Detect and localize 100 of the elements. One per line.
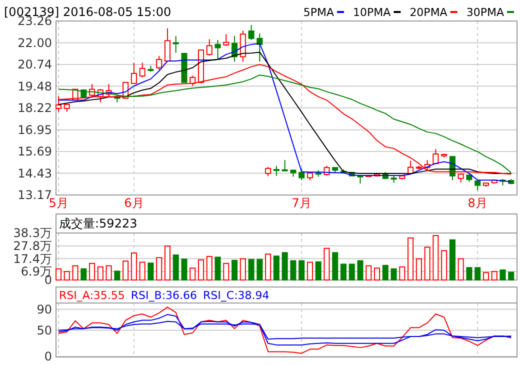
candlestick xyxy=(240,30,246,62)
x-tick-label: 7月 xyxy=(292,196,312,210)
bar xyxy=(148,262,154,280)
bar xyxy=(80,268,87,280)
bar xyxy=(357,260,364,280)
y-tick-label: 22.00 xyxy=(18,36,52,50)
bar xyxy=(374,268,380,280)
bar xyxy=(256,259,263,280)
y-tick-label: 15.69 xyxy=(18,144,52,159)
candlestick xyxy=(139,62,146,78)
candlestick xyxy=(130,62,137,84)
y-tick-label: 19.48 xyxy=(18,79,52,94)
candlestick xyxy=(265,166,272,177)
y-tick-label: 90 xyxy=(36,302,52,316)
y-tick-label: 38.3万 xyxy=(13,226,52,240)
legend-label: 5PMA xyxy=(303,6,334,19)
bar xyxy=(366,265,372,280)
bar xyxy=(306,262,313,280)
bar xyxy=(97,266,104,280)
bar xyxy=(491,271,498,280)
bar xyxy=(390,268,397,280)
bar xyxy=(265,254,272,280)
bar xyxy=(466,267,472,280)
bar xyxy=(106,265,112,280)
bar xyxy=(432,235,439,280)
bar xyxy=(232,260,238,280)
bar xyxy=(190,268,196,280)
bar xyxy=(416,258,422,280)
bar xyxy=(482,272,489,280)
series-label: RSI_B:36.66 xyxy=(130,288,198,302)
bar xyxy=(441,250,448,280)
bar xyxy=(198,259,204,280)
bar xyxy=(340,264,347,280)
candlestick xyxy=(282,159,288,172)
bar xyxy=(172,254,179,280)
bar xyxy=(508,272,514,280)
bar xyxy=(164,246,170,280)
bar xyxy=(399,266,406,280)
bar xyxy=(458,258,464,280)
candlestick xyxy=(172,36,179,54)
legend-label: 10PMA xyxy=(353,6,392,19)
candlestick xyxy=(214,39,221,60)
bar xyxy=(156,257,162,280)
bar xyxy=(181,258,188,280)
candlestick xyxy=(273,165,280,176)
y-tick-label: 17.4万 xyxy=(13,252,52,266)
bar xyxy=(332,252,338,280)
x-tick-label: 8月 xyxy=(468,196,488,210)
bar xyxy=(324,248,330,280)
legend-label: 20PMA xyxy=(410,6,448,19)
bar xyxy=(290,260,296,280)
bar xyxy=(223,262,230,280)
bar xyxy=(214,256,221,280)
bar xyxy=(315,261,322,280)
candlestick xyxy=(298,168,305,181)
x-tick-label: 5月 xyxy=(48,196,68,210)
bar xyxy=(474,267,481,280)
bar xyxy=(72,265,78,280)
bar xyxy=(298,260,305,280)
y-tick-label: 20.74 xyxy=(18,58,52,72)
y-tick-label: 0 xyxy=(44,350,52,364)
line-series xyxy=(58,320,512,340)
candlestick xyxy=(156,56,162,70)
x-tick-label: 6月 xyxy=(124,196,144,210)
candlestick xyxy=(408,160,414,174)
bar xyxy=(139,262,146,280)
chart-title: [002139] 2016-08-05 15:00 xyxy=(4,5,172,20)
y-tick-label: 50 xyxy=(36,323,52,338)
bar xyxy=(382,264,388,280)
bar xyxy=(424,246,430,280)
bar xyxy=(408,237,414,280)
bar xyxy=(130,252,137,280)
y-tick-label: 18.22 xyxy=(18,101,52,116)
candlestick xyxy=(432,148,439,165)
line-series xyxy=(58,314,512,346)
candlestick xyxy=(206,38,212,56)
y-tick-label: 16.95 xyxy=(18,123,52,138)
bar xyxy=(56,268,62,280)
bar xyxy=(114,270,120,280)
legend-label: 30PMA xyxy=(466,6,504,19)
bar xyxy=(89,262,96,280)
bar xyxy=(248,259,254,280)
text: RSI_C:38.94 xyxy=(203,288,270,302)
y-tick-label: 14.43 xyxy=(18,166,52,180)
series-label: RSI_A:35.55 xyxy=(59,288,125,302)
candlestick xyxy=(164,28,170,62)
bar xyxy=(273,256,280,280)
bar xyxy=(500,269,506,280)
bar xyxy=(122,260,129,280)
candlestick xyxy=(248,24,254,40)
candlestick xyxy=(474,180,481,191)
bar xyxy=(348,264,355,280)
bar xyxy=(240,258,246,280)
y-tick-label: 27.8万 xyxy=(13,239,52,254)
bar xyxy=(282,252,288,280)
bar xyxy=(206,256,212,280)
candlestick xyxy=(223,34,230,47)
bar xyxy=(449,239,456,280)
chart-title: 成交量:59223 xyxy=(59,216,138,231)
line-series xyxy=(58,306,512,354)
